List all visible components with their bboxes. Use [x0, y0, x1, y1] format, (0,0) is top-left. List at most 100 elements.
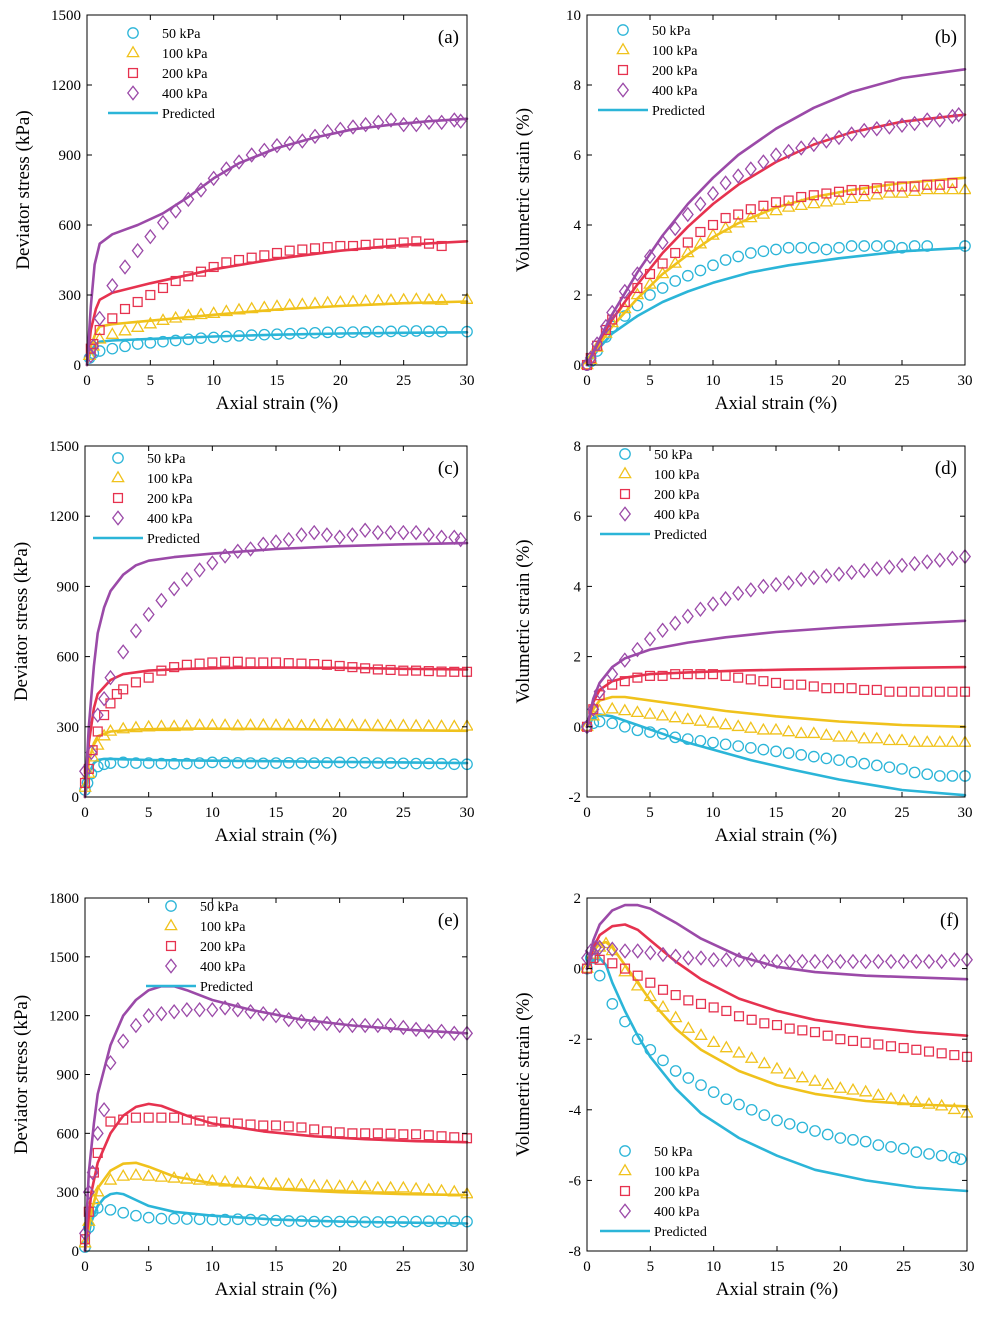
measured-point [898, 1042, 909, 1054]
measured-point [921, 240, 934, 252]
measured-point [820, 752, 833, 765]
predicted-curve [585, 923, 969, 1037]
predicted-curve [85, 117, 469, 367]
measured-point [694, 950, 708, 966]
x-tick-label: 25 [896, 1259, 911, 1275]
legend-label: 400 kPa [654, 1205, 700, 1220]
measured-point [720, 670, 731, 681]
measured-point [281, 1177, 296, 1190]
measured-point [681, 608, 694, 624]
legend-marker [619, 1185, 631, 1197]
measured-point [169, 203, 182, 219]
measured-point [154, 1169, 169, 1182]
x-tick-label: 5 [145, 805, 153, 821]
measured-point [308, 524, 321, 541]
measured-point [707, 669, 719, 680]
measured-point [771, 1114, 783, 1127]
measured-point [321, 756, 333, 769]
panel-b: 0 5 10 15 20 25 30 0 2 4 6 8 10 Axial strain (%) Volum… [513, 8, 973, 414]
legend-label-predicted: Predicted [162, 107, 215, 122]
x-tick-label: 20 [333, 373, 348, 389]
predicted-curve [83, 666, 469, 799]
measured-point [143, 672, 154, 683]
measured-point [397, 1215, 410, 1228]
x-tick-label: 20 [832, 373, 847, 389]
measured-point [346, 756, 359, 769]
measured-point [206, 306, 221, 318]
measured-point [895, 733, 909, 746]
measured-point [371, 718, 385, 731]
measured-point [833, 683, 845, 694]
measured-point [371, 1180, 385, 1193]
measured-point [860, 1037, 871, 1048]
measured-point [167, 719, 181, 732]
measured-point [681, 733, 694, 745]
measured-point [644, 670, 656, 681]
y-tick-label: 0 [574, 962, 582, 978]
measured-point [182, 191, 195, 208]
measured-point [168, 580, 181, 597]
measured-point [181, 1114, 192, 1125]
x-tick-label: 10 [706, 373, 721, 389]
measured-point [718, 717, 733, 730]
measured-point [859, 184, 870, 196]
predicted-curve [83, 757, 469, 799]
measured-point [708, 1002, 719, 1013]
measured-point [410, 524, 423, 541]
axes-box [84, 445, 468, 798]
measured-point [884, 181, 895, 192]
measured-point [104, 1054, 117, 1071]
measured-point [821, 1128, 834, 1141]
measured-point [911, 1044, 922, 1055]
measured-point [106, 277, 119, 294]
measured-point [858, 1084, 873, 1097]
measured-point [384, 1215, 397, 1228]
measured-point [307, 718, 322, 730]
predicted-curve [585, 113, 967, 367]
measured-point [807, 569, 820, 586]
measured-point [644, 1043, 657, 1056]
measured-point [807, 241, 820, 254]
y-tick-label: 900 [57, 579, 80, 595]
measured-point [334, 1127, 345, 1138]
measured-point [194, 658, 205, 669]
measured-point [619, 1015, 631, 1028]
measured-point [410, 116, 423, 133]
measured-point [371, 293, 386, 306]
measured-point [87, 338, 100, 355]
measured-point [733, 672, 744, 683]
legend-label: 50 kPa [652, 24, 691, 39]
panel-e: 0 5 10 15 20 25 300300600900120015001800Axial … [11, 891, 475, 1300]
measured-point [117, 756, 130, 769]
measured-point [231, 1213, 244, 1226]
measured-point [618, 964, 632, 977]
measured-point [618, 943, 632, 959]
measured-point [682, 669, 693, 680]
measured-point [144, 336, 157, 349]
y-tick-label: 300 [59, 288, 82, 304]
measured-point [630, 705, 645, 718]
measured-point [896, 763, 908, 775]
measured-point [695, 669, 706, 680]
measured-point [256, 717, 271, 730]
measured-point [932, 735, 947, 747]
plot-area [79, 522, 473, 799]
measured-point [719, 254, 732, 266]
x-tick-label: 20 [332, 805, 347, 821]
measured-point [447, 719, 462, 732]
x-tick-label: 15 [769, 805, 784, 821]
measured-point [131, 242, 144, 259]
series-50-kpa [581, 713, 971, 797]
measured-point [231, 756, 244, 769]
measured-point [282, 1011, 295, 1028]
panel-label: (f) [940, 910, 959, 931]
measured-point [220, 161, 233, 177]
measured-point [934, 686, 945, 697]
measured-point [143, 316, 158, 329]
measured-point [669, 948, 682, 965]
measured-point [282, 756, 295, 769]
legend-label: 50 kPa [147, 452, 186, 467]
measured-point [360, 239, 371, 250]
measured-point [129, 720, 143, 733]
legend: 50 kPa 100 kPa 200 kPa 400 kPa Predicted [600, 448, 707, 543]
